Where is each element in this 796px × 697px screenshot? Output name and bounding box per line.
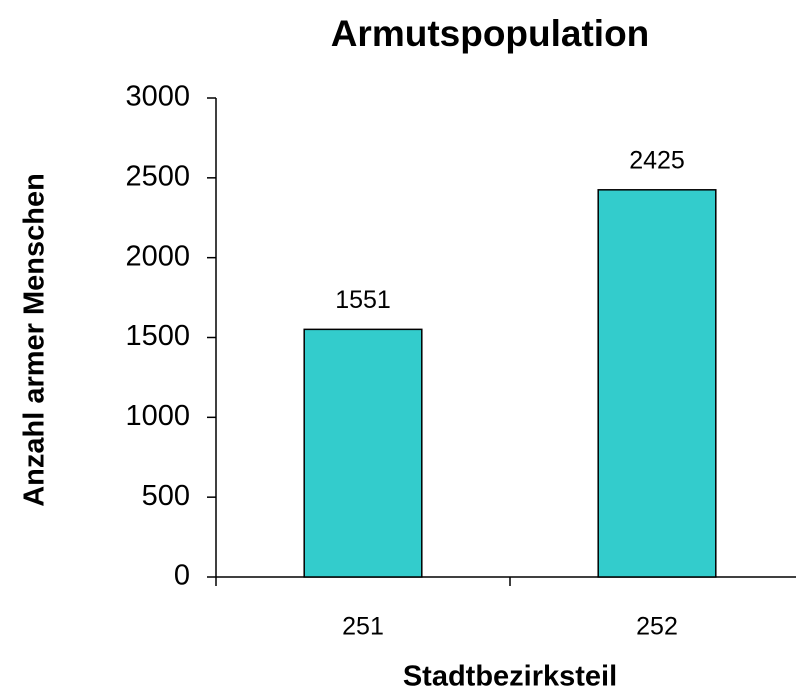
y-tick-label: 3000 — [125, 81, 190, 113]
chart-title: Armutspopulation — [331, 13, 650, 54]
y-tick-label: 500 — [142, 480, 190, 512]
y-tick-label: 1500 — [125, 320, 190, 352]
x-tick-label: 251 — [342, 613, 384, 641]
y-axis-label: Anzahl armer Menschen — [19, 173, 51, 507]
y-tick-label: 0 — [174, 560, 190, 592]
bar — [597, 189, 717, 578]
value-label: 2425 — [629, 146, 685, 174]
value-label: 1551 — [335, 286, 391, 314]
bar — [303, 328, 423, 578]
y-tick-label: 1000 — [125, 400, 190, 432]
x-axis-label: Stadtbezirksteil — [403, 661, 617, 693]
y-tick-label: 2500 — [125, 160, 190, 192]
x-tick-label: 252 — [636, 613, 678, 641]
y-tick-label: 2000 — [125, 240, 190, 272]
